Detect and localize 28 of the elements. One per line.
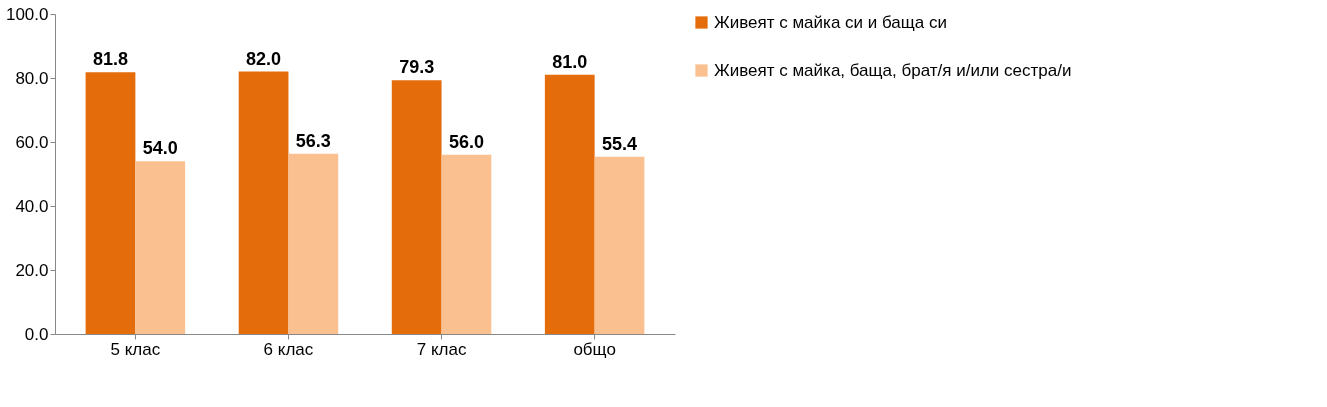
- x-tick-label: общо: [573, 339, 616, 359]
- data-label: 56.3: [295, 130, 331, 151]
- data-label: 56.0: [448, 131, 484, 152]
- legend-label: Живеят с майка си и баща си: [714, 12, 947, 32]
- y-tick-label: 60.0: [15, 132, 49, 152]
- data-label: 79.3: [399, 57, 435, 78]
- y-tick-label: 40.0: [15, 196, 49, 216]
- bar: [288, 153, 339, 334]
- bar: [441, 154, 492, 334]
- bar: [594, 156, 645, 334]
- legend-label: Живеят с майка, баща, брат/я и/или сестра/и: [714, 60, 1072, 80]
- bar: [391, 80, 442, 334]
- y-tick-label: 20.0: [15, 260, 49, 280]
- bar: [544, 74, 595, 334]
- bar: [238, 71, 289, 334]
- y-tick-label: 0.0: [24, 324, 49, 344]
- data-label: 54.0: [142, 138, 178, 159]
- x-tick-label: 6 клас: [263, 339, 314, 359]
- data-label: 82.0: [246, 48, 282, 69]
- x-tick-label: 5 клас: [110, 339, 161, 359]
- y-tick-label: 80.0: [15, 68, 49, 88]
- y-tick-label: 100.0: [5, 4, 49, 24]
- data-label: 81.0: [552, 51, 588, 72]
- bar: [135, 161, 186, 334]
- data-label: 55.4: [601, 133, 638, 154]
- x-tick-label: 7 клас: [416, 339, 467, 359]
- bar: [85, 72, 136, 334]
- data-label: 81.8: [92, 49, 129, 70]
